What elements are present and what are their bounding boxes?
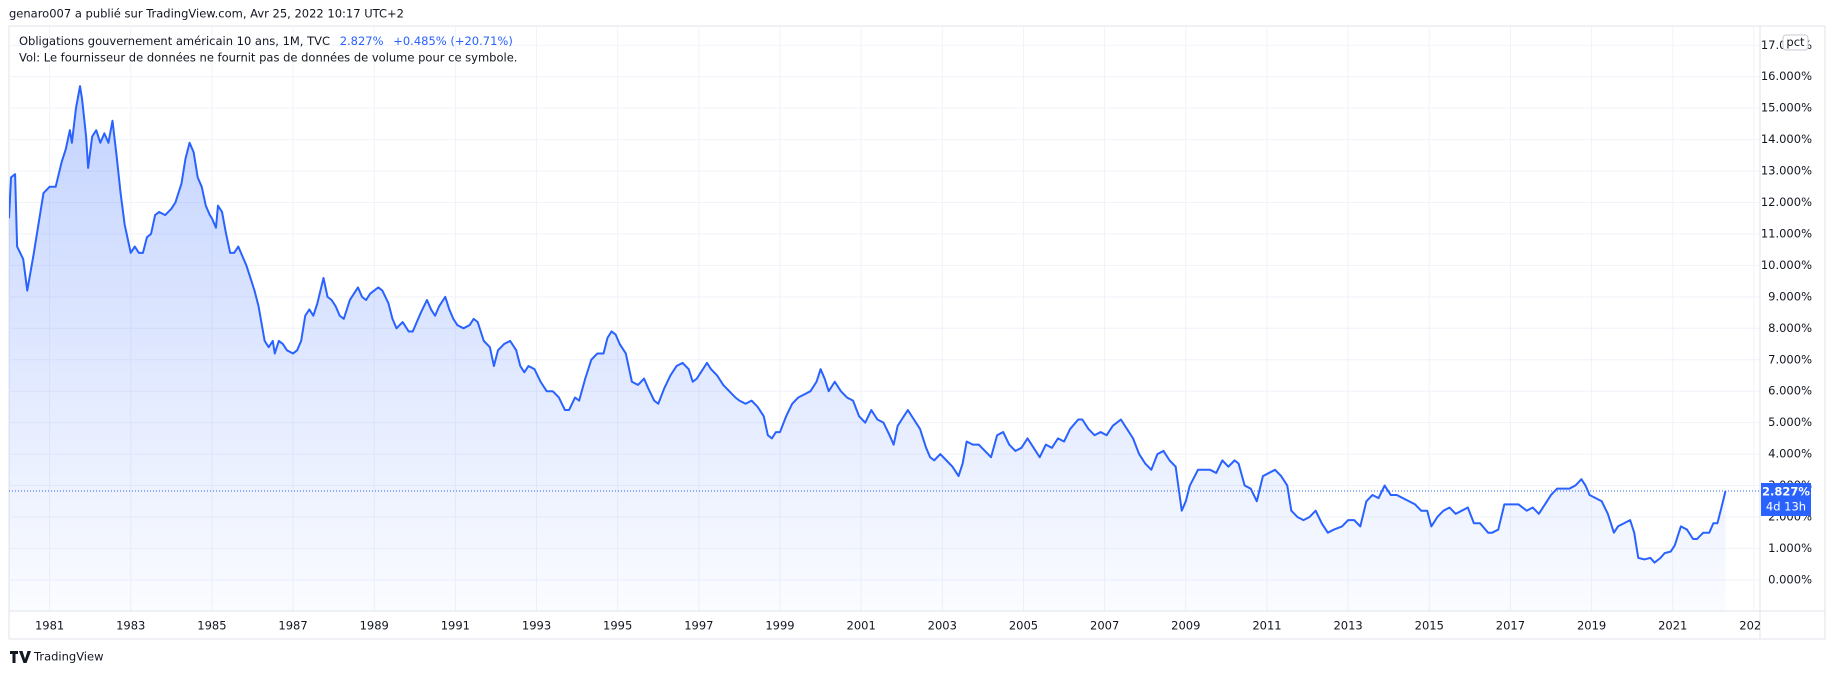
price-tag: [1761, 482, 1811, 516]
x-tick-label: 1981: [35, 619, 64, 633]
brand: TradingView: [10, 650, 103, 664]
y-tick-label: 12.000%: [1761, 195, 1812, 209]
price-tag-label: 2.827%: [1762, 484, 1810, 498]
countdown-label: 4d 13h: [1766, 499, 1806, 513]
volume-note: Vol: Le fournisseur de données ne fourni…: [19, 51, 517, 65]
x-tick-label: 2015: [1415, 619, 1444, 633]
x-tick-label: 2009: [1171, 619, 1200, 633]
y-tick-label: 16.000%: [1761, 69, 1812, 83]
y-tick-label: 4.000%: [1768, 447, 1812, 461]
publish-info: genaro007 a publié sur TradingView.com, …: [9, 7, 404, 21]
x-tick-label: 1989: [360, 619, 389, 633]
scale-button-label[interactable]: pct: [1786, 35, 1805, 49]
grid: [9, 26, 1760, 611]
x-tick-label: 1999: [765, 619, 794, 633]
x-tick-label: 2021: [1658, 619, 1687, 633]
x-tick-label: 2013: [1333, 619, 1362, 633]
x-tick-label: 1997: [684, 619, 713, 633]
legend: Obligations gouvernement américain 10 an…: [19, 34, 513, 48]
x-tick-label: 2003: [928, 619, 957, 633]
x-tick-label: 2007: [1090, 619, 1119, 633]
y-tick-label: 9.000%: [1768, 289, 1812, 303]
legend-symbol: Obligations gouvernement américain 10 an…: [19, 34, 330, 48]
y-tick-label: 13.000%: [1761, 164, 1812, 178]
x-tick-label: 2017: [1496, 619, 1525, 633]
brand-logo: [10, 651, 31, 663]
scale-button[interactable]: [1782, 34, 1809, 51]
y-tick-label: 14.000%: [1761, 132, 1812, 146]
y-tick-label: 7.000%: [1768, 352, 1812, 366]
x-tick-label: 2001: [847, 619, 876, 633]
y-tick-label: 5.000%: [1768, 415, 1812, 429]
x-tick-label: 2019: [1577, 619, 1606, 633]
x-tick-label: 1985: [197, 619, 226, 633]
price-line: [9, 85, 1727, 564]
plot-area: [9, 85, 1760, 612]
y-tick-label: 11.000%: [1761, 226, 1812, 240]
x-tick-label: 1987: [278, 619, 307, 633]
legend-change: +0.485% (+20.71%): [393, 34, 513, 48]
y-tick-label: 1.000%: [1768, 541, 1812, 555]
area-fill: [9, 86, 1726, 612]
x-tick-label: 1993: [522, 619, 551, 633]
y-tick-label: 0.000%: [1768, 572, 1812, 586]
legend-last: 2.827%: [340, 34, 384, 48]
x-tick-label: 1991: [441, 619, 470, 633]
brand-name: TradingView: [33, 650, 103, 664]
x-tick-label: 1995: [603, 619, 632, 633]
x-tick-label: 2005: [1009, 619, 1038, 633]
x-tick-label: 2023: [1739, 619, 1768, 633]
y-tick-label: 8.000%: [1768, 321, 1812, 335]
y-tick-label: 15.000%: [1761, 101, 1812, 115]
y-tick-label: 10.000%: [1761, 258, 1812, 272]
y-tick-label: 6.000%: [1768, 384, 1812, 398]
x-tick-labels: 1981 1983 1985 1987 1989 1991 1993 1995 1997 1999…: [35, 619, 1768, 633]
x-tick-label: 1983: [116, 619, 145, 633]
x-tick-label: 2011: [1252, 619, 1281, 633]
